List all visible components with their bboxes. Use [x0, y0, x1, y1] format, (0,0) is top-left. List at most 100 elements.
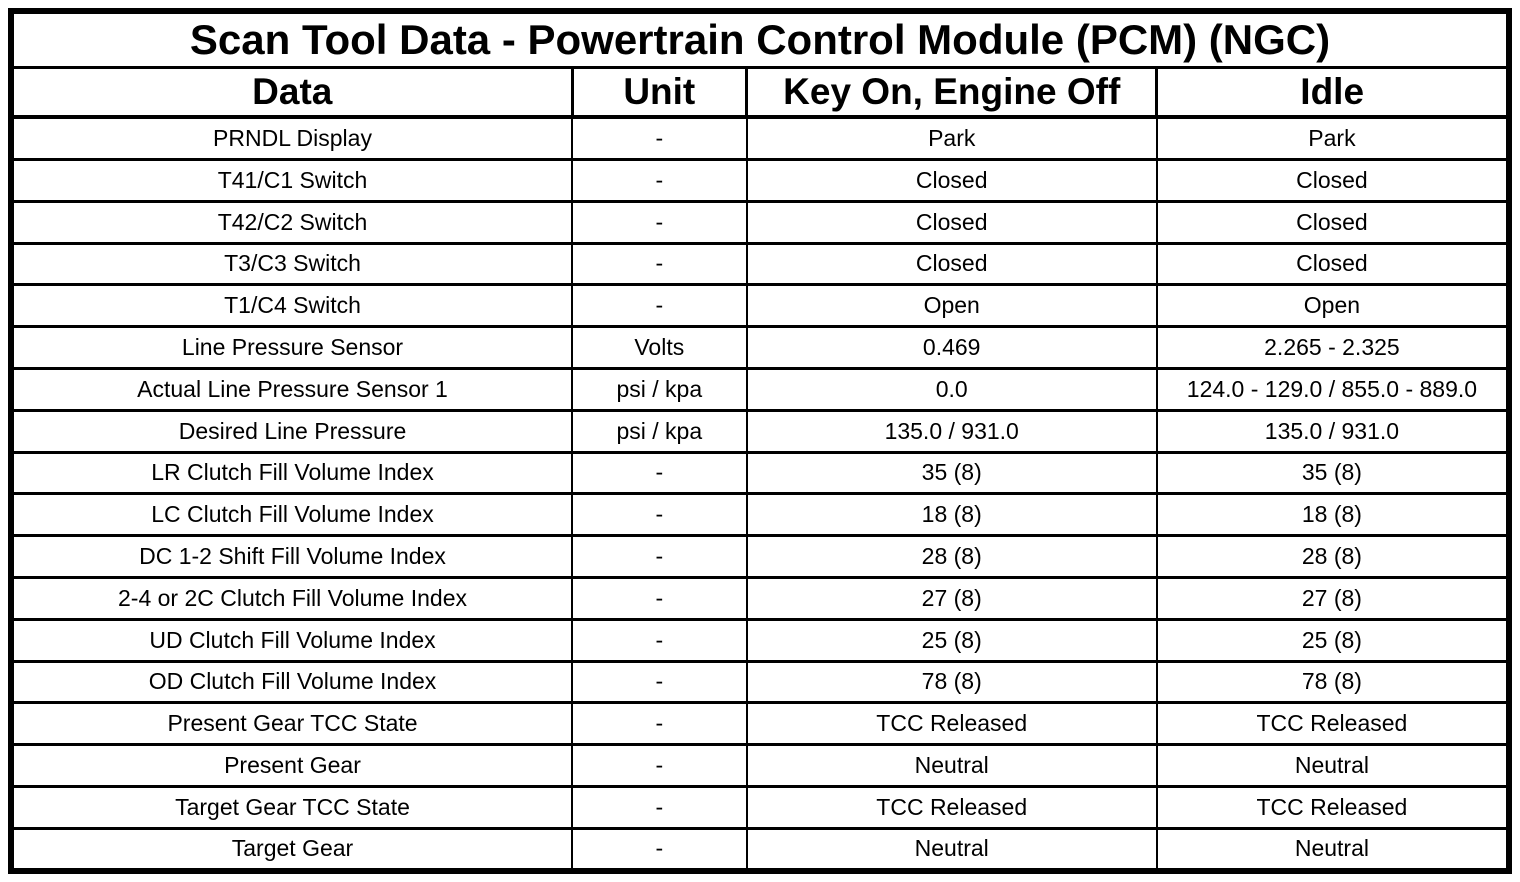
cell-idle: 2.265 - 2.325	[1155, 325, 1506, 370]
cell-key-on-engine-off: Neutral	[745, 743, 1158, 788]
cell-key-on-engine-off: 0.469	[745, 325, 1158, 370]
cell-unit: -	[571, 784, 748, 830]
table-row: UD Clutch Fill Volume Index -25 (8) 25 (8)	[14, 617, 1506, 663]
table-row: T42/C2 Switch - Closed Closed	[14, 199, 1506, 245]
cell-unit: psi / kpa	[571, 366, 748, 412]
cell-idle: TCC Released	[1155, 701, 1506, 747]
cell-data-label: T41/C1 Switch	[14, 157, 573, 203]
column-header-unit: Unit	[570, 67, 749, 119]
cell-key-on-engine-off: Neutral	[745, 826, 1158, 868]
cell-unit: -	[571, 575, 748, 621]
table-row: T1/C4 Switch - Open Open	[14, 283, 1506, 329]
cell-unit: -	[571, 157, 748, 203]
cell-unit: -	[571, 534, 748, 579]
cell-unit: -	[571, 826, 748, 868]
cell-idle: Park	[1155, 115, 1506, 162]
table-row: Target Gear - Neutral Neutral	[14, 826, 1506, 868]
cell-unit: -	[571, 450, 748, 496]
cell-idle: Open	[1155, 283, 1506, 329]
table-row: PRNDL Display - Park Park	[14, 115, 1506, 162]
cell-unit: -	[571, 743, 748, 788]
cell-data-label: Present Gear TCC State	[14, 701, 573, 747]
table-row: LC Clutch Fill Volume Index -18 (8) 18 (8)	[14, 492, 1506, 538]
cell-idle: 35 (8)	[1155, 450, 1506, 496]
cell-idle: 25 (8)	[1155, 617, 1506, 663]
cell-unit: -	[571, 199, 748, 245]
table-row: Present Gear - Neutral Neutral	[14, 743, 1506, 788]
table-row: Actual Line Pressure Sensor 1 psi / kpa 0.…	[14, 366, 1506, 412]
cell-data-label: Target Gear TCC State	[14, 784, 573, 830]
cell-idle: TCC Released	[1155, 784, 1506, 830]
table-title: Scan Tool Data - Powertrain Control Modu…	[14, 14, 1506, 69]
cell-unit: -	[571, 492, 748, 538]
table-body: PRNDL Display - Park Park T41/C1 Switch - Clos…	[14, 115, 1506, 868]
cell-key-on-engine-off: 78 (8)	[745, 659, 1158, 705]
table-row: OD Clutch Fill Volume Index -78 (8) 78 (8)	[14, 659, 1506, 705]
cell-key-on-engine-off: 0.0	[745, 366, 1158, 412]
table-title-row: Scan Tool Data - Powertrain Control Modu…	[14, 14, 1506, 69]
table-row: Target Gear TCC State - TCC Released TCC Re…	[14, 784, 1506, 830]
cell-data-label: Actual Line Pressure Sensor 1	[14, 366, 573, 412]
cell-key-on-engine-off: Park	[745, 115, 1158, 162]
cell-data-label: T42/C2 Switch	[14, 199, 573, 245]
cell-idle: 28 (8)	[1155, 534, 1506, 579]
cell-idle: 78 (8)	[1155, 659, 1506, 705]
cell-idle: 135.0 / 931.0	[1155, 408, 1506, 454]
table-row: Desired Line Pressure psi / kpa 135.0 / 93…	[14, 408, 1506, 454]
cell-data-label: Line Pressure Sensor	[14, 325, 573, 370]
cell-key-on-engine-off: 18 (8)	[745, 492, 1158, 538]
column-header-idle: Idle	[1155, 67, 1506, 119]
cell-idle: Closed	[1155, 199, 1506, 245]
cell-key-on-engine-off: 25 (8)	[745, 617, 1158, 663]
cell-unit: -	[571, 283, 748, 329]
cell-unit: -	[571, 617, 748, 663]
table-row: 2-4 or 2C Clutch Fill Volume Index -27 (8…	[14, 575, 1506, 621]
cell-idle: 124.0 - 129.0 / 855.0 - 889.0	[1155, 366, 1506, 412]
cell-unit: Volts	[571, 325, 748, 370]
cell-data-label: T1/C4 Switch	[14, 283, 573, 329]
table-row: T41/C1 Switch - Closed Closed	[14, 157, 1506, 203]
cell-key-on-engine-off: 35 (8)	[745, 450, 1158, 496]
table-header-row: Data Unit Key On, Engine Off Idle	[14, 67, 1506, 119]
cell-unit: psi / kpa	[571, 408, 748, 454]
cell-idle: Neutral	[1155, 826, 1506, 868]
cell-data-label: Present Gear	[14, 743, 573, 788]
cell-key-on-engine-off: 27 (8)	[745, 575, 1158, 621]
cell-data-label: Desired Line Pressure	[14, 408, 573, 454]
cell-data-label: PRNDL Display	[14, 115, 573, 162]
cell-unit: -	[571, 659, 748, 705]
cell-data-label: DC 1-2 Shift Fill Volume Index	[14, 534, 573, 579]
cell-key-on-engine-off: 28 (8)	[745, 534, 1158, 579]
cell-data-label: T3/C3 Switch	[14, 241, 573, 287]
cell-idle: 27 (8)	[1155, 575, 1506, 621]
cell-key-on-engine-off: Closed	[745, 199, 1158, 245]
cell-idle: Neutral	[1155, 743, 1506, 788]
cell-data-label: Target Gear	[14, 826, 573, 868]
table-row: Line Pressure Sensor Volts 0.469 2.265 - 2.…	[14, 325, 1506, 370]
cell-key-on-engine-off: Open	[745, 283, 1158, 329]
cell-key-on-engine-off: 135.0 / 931.0	[745, 408, 1158, 454]
cell-key-on-engine-off: Closed	[745, 157, 1158, 203]
column-header-data: Data	[14, 67, 574, 119]
table-row: LR Clutch Fill Volume Index -35 (8) 35 (8)	[14, 450, 1506, 496]
table-row: DC 1-2 Shift Fill Volume Index -28 (8) 28 …	[14, 534, 1506, 579]
cell-data-label: LC Clutch Fill Volume Index	[14, 492, 573, 538]
column-header-key-on-engine-off: Key On, Engine Off	[745, 67, 1159, 119]
cell-idle: Closed	[1155, 241, 1506, 287]
cell-key-on-engine-off: TCC Released	[745, 701, 1158, 747]
cell-idle: 18 (8)	[1155, 492, 1506, 538]
table-row: Present Gear TCC State - TCC Released TCC R…	[14, 701, 1506, 747]
cell-data-label: LR Clutch Fill Volume Index	[14, 450, 573, 496]
cell-unit: -	[571, 241, 748, 287]
cell-key-on-engine-off: TCC Released	[745, 784, 1158, 830]
cell-unit: -	[571, 701, 748, 747]
cell-idle: Closed	[1155, 157, 1506, 203]
data-table: Scan Tool Data - Powertrain Control Modu…	[14, 14, 1506, 868]
scan-tool-data-table: Scan Tool Data - Powertrain Control Modu…	[8, 8, 1512, 874]
cell-unit: -	[571, 115, 748, 162]
cell-data-label: UD Clutch Fill Volume Index	[14, 617, 573, 663]
cell-key-on-engine-off: Closed	[745, 241, 1158, 287]
cell-data-label: 2-4 or 2C Clutch Fill Volume Index	[14, 575, 573, 621]
table-row: T3/C3 Switch - Closed Closed	[14, 241, 1506, 287]
cell-data-label: OD Clutch Fill Volume Index	[14, 659, 573, 705]
